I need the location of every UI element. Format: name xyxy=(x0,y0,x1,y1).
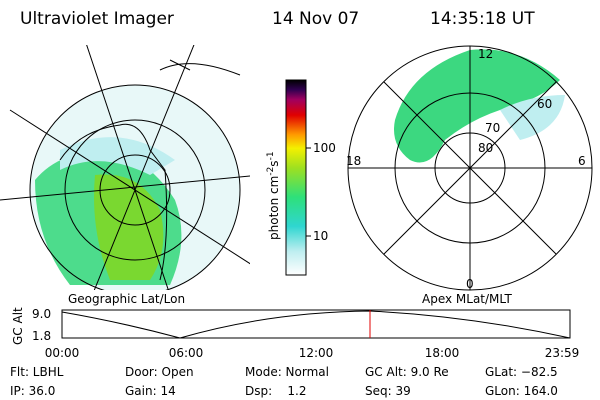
right-caption: Apex MLat/MLT xyxy=(422,292,512,306)
alt-frame xyxy=(61,309,571,339)
polar-image xyxy=(347,45,593,291)
alt-xtick: 06:00 xyxy=(169,346,204,360)
date: 14 Nov 07 xyxy=(272,9,359,29)
colorbar xyxy=(285,79,307,276)
info-field: Door: Open xyxy=(125,365,194,379)
mlt-label: 18 xyxy=(346,154,361,168)
info-field: Seq: 39 xyxy=(365,384,411,398)
lat-label: 60 xyxy=(537,97,552,111)
mlt-label: 0 xyxy=(466,277,474,291)
info-field: GC Alt: 9.0 Re xyxy=(365,365,449,379)
alt-ytick: 1.8 xyxy=(32,329,51,343)
mlt-label: 12 xyxy=(478,47,493,61)
info-field: Mode: Normal xyxy=(245,365,329,379)
colorbar-unit: photon cm-2s-1 xyxy=(266,151,281,240)
alt-ytick: 9.0 xyxy=(32,307,51,321)
alt-xtick: 23:59 xyxy=(545,346,580,360)
lat-label: 80 xyxy=(478,141,493,155)
title: Ultraviolet Imager xyxy=(20,9,174,29)
alt-xtick: 12:00 xyxy=(299,346,334,360)
mlt-label: 6 xyxy=(578,154,586,168)
info-field: GLon: 164.0 xyxy=(485,384,558,398)
alt-curve xyxy=(61,310,571,339)
time: 14:35:18 UT xyxy=(430,9,535,29)
info-field: GLat: −82.5 xyxy=(485,365,558,379)
info-field: IP: 36.0 xyxy=(10,384,55,398)
info-field: Flt: LBHL xyxy=(10,365,64,379)
colorbar-tick-label: 100 xyxy=(313,141,336,155)
alt-ylabel: GC Alt xyxy=(11,307,25,345)
info-field: Dsp: 1.2 xyxy=(245,384,307,398)
info-field: Gain: 14 xyxy=(125,384,176,398)
left-caption: Geographic Lat/Lon xyxy=(68,292,185,306)
alt-xtick: 18:00 xyxy=(425,346,460,360)
lat-label: 70 xyxy=(485,121,500,135)
geo-image xyxy=(0,45,250,290)
alt-xtick: 00:00 xyxy=(45,346,80,360)
colorbar-tick-label: 10 xyxy=(313,229,328,243)
info: Flt: LBHL Door: Open Mode: Normal GC Alt: 9… xyxy=(10,365,558,398)
